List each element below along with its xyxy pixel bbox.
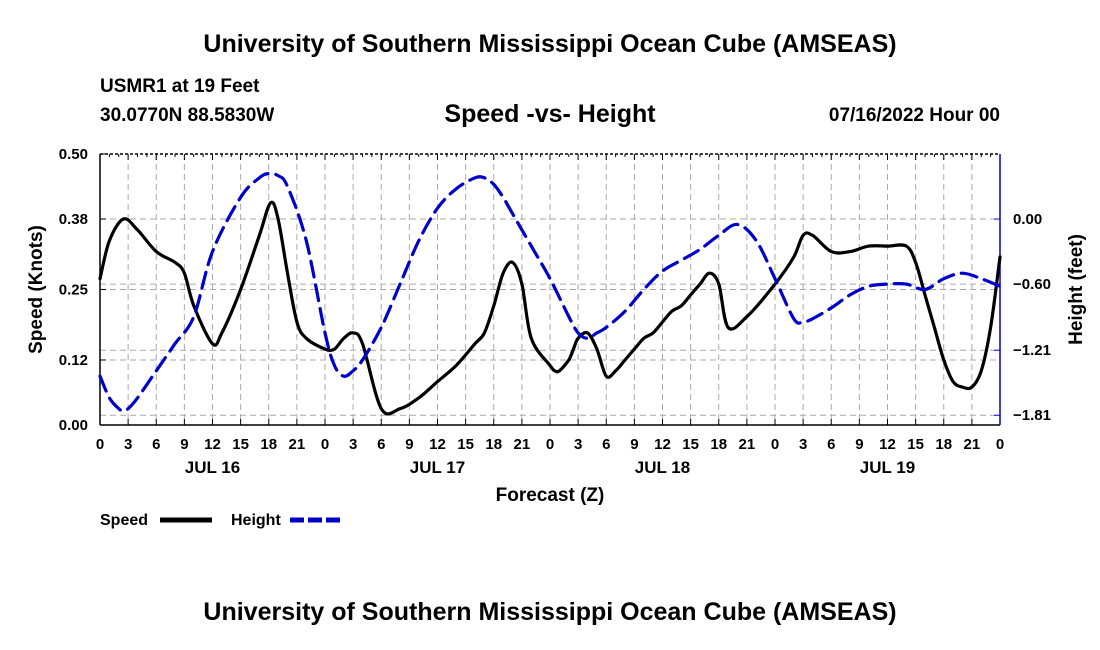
y-tick-label: 0.50	[59, 146, 88, 163]
y-tick-label: 0.25	[59, 282, 88, 299]
y-tick-label: 0.12	[59, 352, 88, 369]
x-tick-label: 0	[321, 436, 329, 453]
y-tick-label: 0.00	[59, 417, 88, 434]
x-tick-label: 0	[771, 436, 779, 453]
x-tick-label: 12	[429, 436, 446, 453]
run-time: 07/16/2022 Hour 00	[828, 105, 1000, 126]
y-tick-label: 0.38	[59, 211, 88, 228]
x-tick-label: 0	[546, 436, 554, 453]
x-tick-label: 3	[124, 436, 132, 453]
y2-axis-title: Height (feet)	[1066, 234, 1087, 345]
day-label: JUL 19	[860, 458, 915, 477]
y2-tick-label: 0.00	[1013, 211, 1042, 228]
x-tick-label: 6	[377, 436, 385, 453]
x-tick-label: 9	[855, 436, 863, 453]
x-tick-label: 3	[349, 436, 357, 453]
x-tick-label: 3	[799, 436, 807, 453]
series-line-height	[98, 171, 1002, 413]
series-line-speed	[98, 200, 1002, 416]
x-tick-label: 15	[457, 436, 474, 453]
x-tick-label: 15	[907, 436, 924, 453]
x-tick-label: 18	[710, 436, 727, 453]
x-tick-label: 0	[96, 436, 104, 453]
y2-tick-label: −1.21	[1013, 342, 1051, 359]
x-tick-label: 6	[152, 436, 160, 453]
x-tick-label: 12	[204, 436, 221, 453]
x-tick-label: 15	[682, 436, 699, 453]
day-label: JUL 16	[185, 458, 240, 477]
x-tick-label: 6	[602, 436, 610, 453]
footer-title: University of Southern Mississippi Ocean…	[203, 598, 897, 626]
grid	[100, 154, 1000, 425]
x-tick-label: 15	[232, 436, 249, 453]
legend-label-height: Height	[231, 512, 281, 529]
y2-tick-label: −0.60	[1013, 276, 1051, 293]
x-tick-label: 9	[630, 436, 638, 453]
chart-title: Speed -vs- Height	[444, 100, 656, 128]
x-tick-label: 9	[405, 436, 413, 453]
x-tick-label: 12	[654, 436, 671, 453]
x-tick-label: 18	[260, 436, 277, 453]
x-tick-label: 18	[935, 436, 952, 453]
station-name: USMR1 at 19 Feet	[100, 76, 260, 97]
x-tick-label: 18	[485, 436, 502, 453]
x-tick-label: 21	[289, 436, 306, 453]
x-tick-label: 3	[574, 436, 582, 453]
y2-tick-label: −1.81	[1013, 407, 1051, 424]
main-title: University of Southern Mississippi Ocean…	[203, 30, 897, 58]
x-tick-label: 9	[180, 436, 188, 453]
legend-label-speed: Speed	[100, 512, 148, 529]
x-tick-label: 21	[514, 436, 531, 453]
y-axis-title: Speed (Knots)	[26, 225, 47, 354]
x-tick-label: 0	[996, 436, 1004, 453]
x-tick-label: 6	[827, 436, 835, 453]
day-label: JUL 18	[635, 458, 690, 477]
day-label: JUL 17	[410, 458, 465, 477]
axes: 0 3 6 9 12 15 18 21 0 3 6 9 12 15 18 21 0 3 6 9 12 15 18 21 0 3 6 9…	[26, 146, 1087, 506]
series-layer	[98, 171, 1002, 416]
x-tick-label: 21	[964, 436, 981, 453]
station-coords: 30.0770N 88.5830W	[100, 105, 275, 126]
x-axis-title: Forecast (Z)	[496, 485, 605, 506]
x-tick-label: 12	[879, 436, 896, 453]
legend: Speed Height	[100, 512, 342, 529]
x-tick-label: 21	[739, 436, 756, 453]
